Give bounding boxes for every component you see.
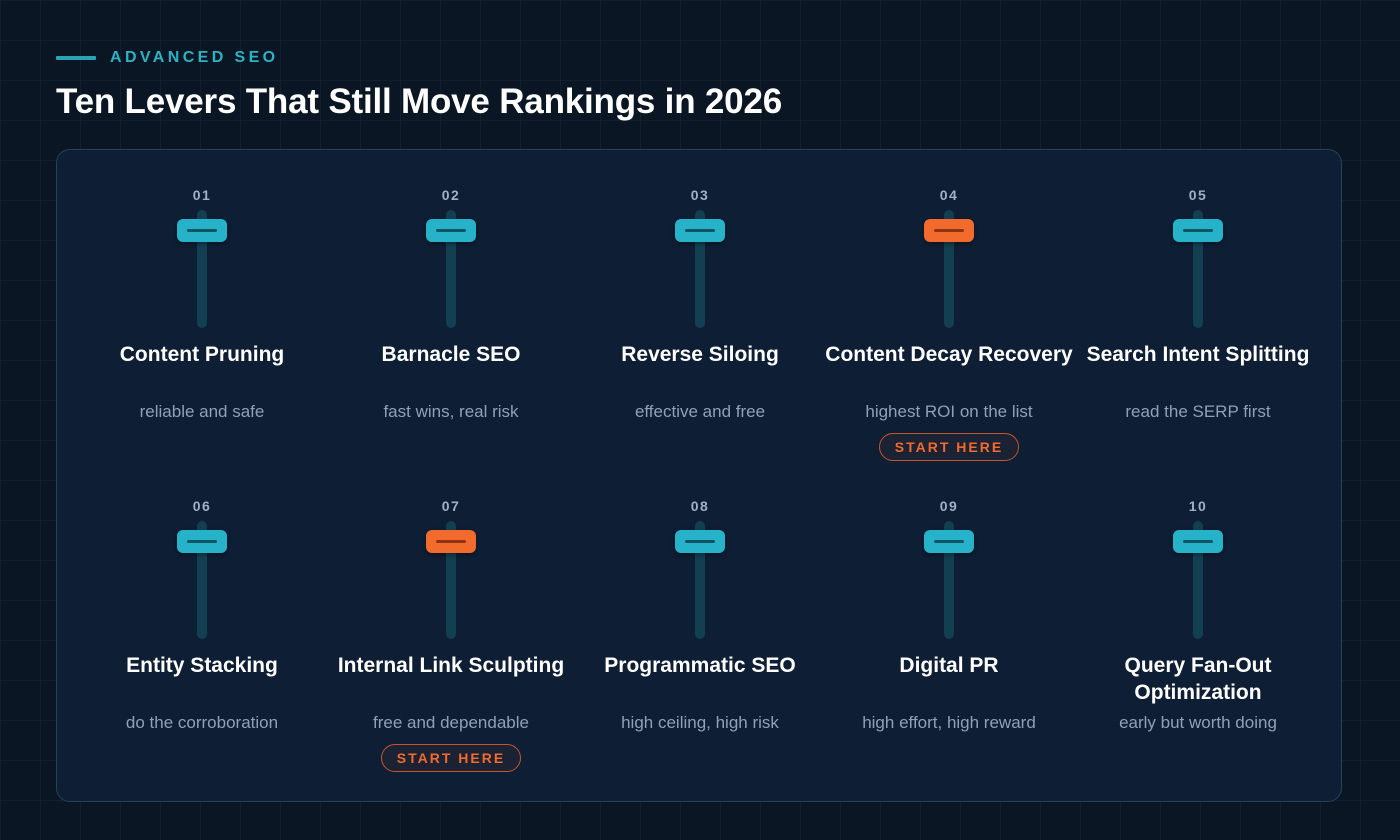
grip-icon — [685, 540, 715, 543]
lever-number: 04 — [939, 187, 959, 203]
slider-track — [446, 521, 456, 639]
grip-icon — [1183, 540, 1213, 543]
grip-icon — [187, 540, 217, 543]
slider-track — [1193, 210, 1203, 328]
lever-card: 05 Search Intent Splitting read the SERP… — [1078, 150, 1318, 450]
slider-knob[interactable] — [675, 219, 725, 242]
lever-name: Programmatic SEO — [604, 654, 796, 677]
page-title: Ten Levers That Still Move Rankings in 2… — [56, 82, 782, 121]
lever-number: 02 — [441, 187, 461, 203]
lever-number: 03 — [690, 187, 710, 203]
slider-knob[interactable] — [1173, 530, 1223, 553]
grip-icon — [187, 229, 217, 232]
lever-card: 06 Entity Stacking do the corroboration — [82, 461, 322, 761]
grip-icon — [436, 540, 466, 543]
lever-name: Query Fan-Out Optimization — [1124, 654, 1272, 704]
grip-icon — [1183, 229, 1213, 232]
lever-card: 09 Digital PR high effort, high reward — [829, 461, 1069, 761]
lever-card: 08 Programmatic SEO high ceiling, high r… — [580, 461, 820, 761]
slider-track — [944, 210, 954, 328]
grip-icon — [934, 540, 964, 543]
slider-knob[interactable] — [924, 530, 974, 553]
lever-card: 04 Content Decay Recovery highest ROI on… — [825, 150, 1073, 461]
grip-icon — [685, 229, 715, 232]
lever-card: 07 Internal Link Sculpting free and depe… — [331, 461, 571, 772]
slider-knob[interactable] — [177, 530, 227, 553]
lever-description: reliable and safe — [139, 402, 265, 421]
slider-knob[interactable] — [426, 219, 476, 242]
levers-panel: 01 Content Pruning reliable and safe 02 … — [56, 149, 1342, 802]
slider-knob[interactable] — [924, 219, 974, 242]
slider-track — [944, 521, 954, 639]
slider-track — [695, 210, 705, 328]
lever-name: Internal Link Sculpting — [337, 654, 565, 677]
slider-knob[interactable] — [1173, 219, 1223, 242]
grip-icon — [436, 229, 466, 232]
start-here-badge: START HERE — [879, 433, 1019, 461]
lever-description: free and dependable — [373, 713, 529, 732]
lever-card: 03 Reverse Siloing effective and free — [580, 150, 820, 450]
lever-number: 08 — [690, 498, 710, 514]
slider-track — [197, 521, 207, 639]
lever-description: effective and free — [634, 402, 766, 421]
lever-description: read the SERP first — [1125, 402, 1271, 421]
lever-description: high effort, high reward — [862, 713, 1036, 732]
lever-description: highest ROI on the list — [865, 402, 1033, 421]
eyebrow-label: ADVANCED SEO — [110, 49, 279, 66]
lever-name: Content Decay Recovery — [825, 343, 1073, 366]
eyebrow-line — [56, 56, 96, 60]
start-here-badge: START HERE — [381, 744, 521, 772]
lever-number: 05 — [1188, 187, 1208, 203]
lever-name: Barnacle SEO — [381, 343, 521, 366]
lever-description: fast wins, real risk — [383, 402, 519, 421]
lever-number: 09 — [939, 498, 959, 514]
lever-number: 01 — [192, 187, 212, 203]
lever-name: Reverse Siloing — [621, 343, 779, 366]
lever-number: 06 — [192, 498, 212, 514]
slider-track — [695, 521, 705, 639]
slider-track — [446, 210, 456, 328]
lever-name: Entity Stacking — [126, 654, 278, 677]
lever-name: Content Pruning — [119, 343, 285, 366]
slider-knob[interactable] — [675, 530, 725, 553]
lever-description: do the corroboration — [125, 713, 279, 732]
lever-number: 07 — [441, 498, 461, 514]
lever-name: Search Intent Splitting — [1086, 343, 1310, 366]
lever-description: high ceiling, high risk — [621, 713, 779, 732]
lever-card: 02 Barnacle SEO fast wins, real risk — [331, 150, 571, 450]
lever-card: 10 Query Fan-Out Optimization early but … — [1078, 461, 1318, 761]
lever-description: early but worth doing — [1119, 713, 1277, 732]
slider-knob[interactable] — [426, 530, 476, 553]
eyebrow: ADVANCED SEO — [56, 48, 279, 68]
lever-number: 10 — [1188, 498, 1208, 514]
slider-track — [1193, 521, 1203, 639]
lever-name: Digital PR — [899, 654, 999, 677]
lever-card: 01 Content Pruning reliable and safe — [82, 150, 322, 450]
slider-knob[interactable] — [177, 219, 227, 242]
slider-track — [197, 210, 207, 328]
grip-icon — [934, 229, 964, 232]
